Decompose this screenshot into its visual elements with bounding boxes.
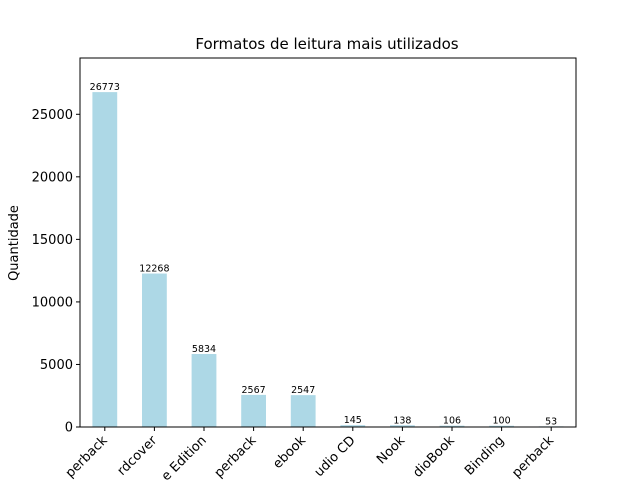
y-tick-label-1: 5000: [40, 358, 73, 373]
bar-value-label-9: 53: [545, 416, 557, 427]
y-tick-label-5: 25000: [32, 108, 73, 123]
bar-0: [92, 92, 118, 428]
bar-4: [290, 395, 316, 427]
bar-value-label-0: 26773: [90, 82, 120, 93]
y-tick-label-0: 0: [65, 421, 73, 436]
bar-value-label-6: 138: [393, 415, 411, 426]
x-tick-label-4: ebook: [270, 433, 309, 472]
bar-1: [142, 273, 167, 427]
bar-value-label-4: 2547: [291, 385, 315, 396]
plot-frame: [79, 57, 577, 428]
x-tick-label-7: dioBook: [410, 433, 458, 480]
x-tick-label-1: rdcover: [115, 433, 161, 479]
bar-value-label-2: 5834: [192, 344, 216, 355]
bar-value-label-8: 100: [493, 416, 511, 427]
x-tick-label-5: udio CD: [312, 433, 359, 480]
x-tick-label-0: perback: [63, 433, 111, 480]
x-tick-label-9: perback: [509, 433, 557, 480]
bar-2: [191, 354, 217, 427]
bars-group: [92, 92, 564, 428]
bar-6: [390, 425, 415, 427]
y-tick-label-3: 15000: [32, 233, 73, 248]
x-tick-label-2: e Edition: [159, 433, 210, 480]
y-tick-label-4: 20000: [32, 170, 73, 185]
bar-3: [241, 394, 266, 427]
bar-7: [439, 425, 465, 427]
bar-value-label-5: 145: [344, 415, 362, 426]
bar-value-label-1: 12268: [139, 264, 169, 275]
chart-title: Formatos de leitura mais utilizados: [195, 35, 458, 53]
y-tick-label-2: 10000: [32, 295, 73, 310]
y-axis: 0 5000 10000 15000 20000 25000: [32, 108, 80, 436]
bar-value-label-3: 2567: [242, 385, 266, 396]
bar-5: [340, 425, 366, 427]
x-tick-label-3: perback: [212, 433, 260, 480]
y-axis-label: Quantidade: [7, 205, 22, 281]
bar-value-label-7: 106: [443, 416, 461, 427]
x-tick-label-6: Nook: [374, 433, 408, 467]
x-tick-label-8: Binding: [462, 433, 507, 478]
bar-8: [489, 425, 514, 427]
bar-labels-group: 26773 12268 5834 2567 2547 145 138 106 100 53: [90, 82, 558, 427]
